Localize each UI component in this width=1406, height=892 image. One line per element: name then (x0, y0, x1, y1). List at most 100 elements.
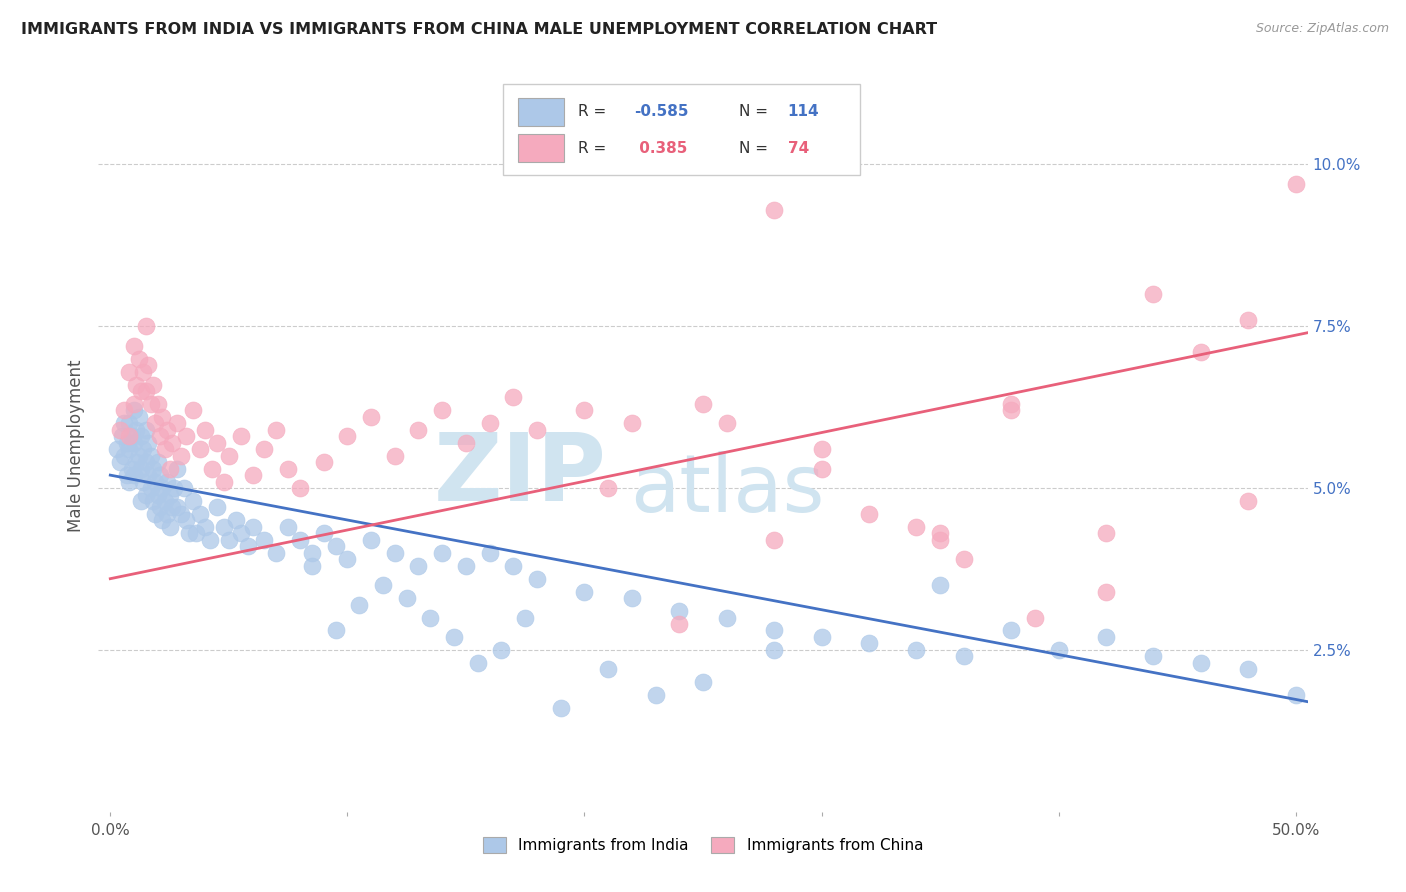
Point (152, 481, 174, 495)
Point (205, 500, 228, 515)
Point (114, 449, 136, 463)
Point (598, 662, 620, 676)
Point (810, 630, 832, 644)
Y-axis label: Male Unemployment: Male Unemployment (66, 359, 84, 533)
Point (159, 461, 181, 475)
Point (156, 475, 179, 489)
Point (139, 397, 162, 411)
Point (118, 442, 141, 457)
Point (229, 526, 252, 541)
Point (454, 558, 477, 573)
Point (149, 500, 172, 515)
Point (312, 455, 335, 469)
Point (360, 533, 382, 547)
Point (115, 435, 138, 450)
Point (129, 461, 152, 475)
Point (173, 481, 195, 495)
Text: Source: ZipAtlas.com: Source: ZipAtlas.com (1256, 22, 1389, 36)
Point (108, 423, 131, 437)
Point (574, 584, 596, 599)
Point (122, 403, 145, 417)
Point (177, 526, 200, 541)
Point (218, 533, 240, 547)
Point (408, 423, 430, 437)
Point (1095, 526, 1118, 541)
Point (526, 572, 548, 586)
Point (236, 539, 259, 553)
Point (135, 319, 157, 334)
Point (160, 435, 183, 450)
Point (149, 468, 172, 483)
Point (301, 546, 323, 560)
Point (229, 429, 252, 443)
Point (253, 533, 276, 547)
Point (190, 442, 212, 457)
Text: N =: N = (740, 141, 773, 156)
Point (143, 507, 166, 521)
Point (288, 481, 311, 495)
Point (108, 455, 131, 469)
Point (668, 617, 690, 632)
Point (277, 520, 299, 534)
Point (1024, 610, 1046, 624)
Point (1285, 177, 1308, 191)
Point (952, 552, 974, 566)
Point (159, 487, 181, 501)
Point (905, 520, 928, 534)
Point (135, 487, 157, 501)
Point (478, 546, 501, 560)
Point (136, 468, 159, 483)
Point (181, 494, 204, 508)
Point (1189, 656, 1212, 670)
Point (125, 423, 148, 437)
Point (121, 461, 143, 475)
Point (929, 533, 952, 547)
Point (118, 475, 141, 489)
Point (122, 435, 145, 450)
Point (181, 403, 204, 417)
Point (526, 423, 548, 437)
Point (336, 552, 359, 566)
Point (598, 481, 620, 495)
Point (136, 435, 159, 450)
Point (384, 546, 406, 560)
Point (1285, 688, 1308, 702)
Point (1237, 662, 1260, 676)
FancyBboxPatch shape (517, 135, 564, 162)
Point (810, 461, 832, 475)
Point (170, 507, 193, 521)
Point (1142, 286, 1164, 301)
Point (174, 513, 197, 527)
Point (129, 494, 152, 508)
Point (146, 455, 169, 469)
Text: 0.385: 0.385 (634, 141, 688, 156)
Point (443, 630, 465, 644)
Point (929, 578, 952, 592)
Point (146, 397, 169, 411)
Point (1142, 649, 1164, 664)
Point (205, 435, 228, 450)
Point (644, 688, 666, 702)
Point (1189, 345, 1212, 359)
Point (478, 417, 501, 431)
Point (160, 500, 183, 515)
Point (105, 442, 128, 457)
Point (132, 475, 155, 489)
Point (242, 468, 264, 483)
Point (184, 526, 207, 541)
Point (1237, 312, 1260, 326)
Point (129, 384, 152, 398)
Point (111, 429, 134, 443)
Point (132, 365, 155, 379)
Point (194, 520, 217, 534)
Point (142, 461, 165, 475)
Legend: Immigrants from India, Immigrants from China: Immigrants from India, Immigrants from C… (477, 830, 929, 859)
Point (454, 435, 477, 450)
Point (118, 365, 141, 379)
Text: -0.585: -0.585 (634, 104, 689, 120)
Point (135, 455, 157, 469)
Point (1095, 630, 1118, 644)
Point (174, 429, 197, 443)
Point (142, 494, 165, 508)
Point (114, 403, 136, 417)
